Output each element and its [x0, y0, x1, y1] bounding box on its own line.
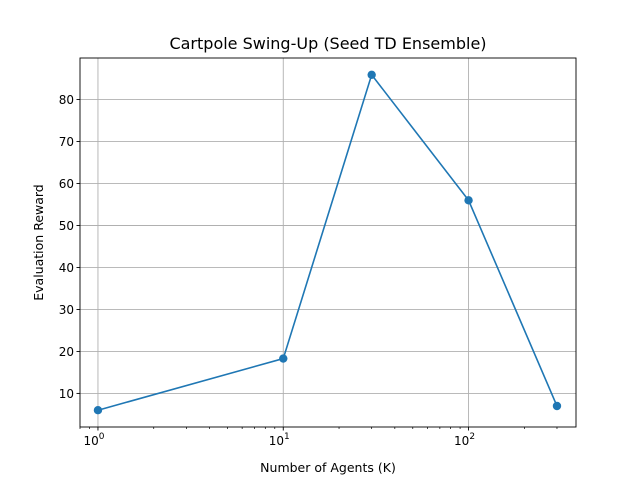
data-point — [552, 401, 562, 411]
plot-frame — [79, 57, 577, 428]
x-tick-label: 100 — [83, 432, 104, 448]
y-tick-label: 60 — [59, 177, 74, 191]
y-tick-label: 30 — [59, 303, 74, 317]
x-tick-label: 102 — [454, 432, 475, 448]
y-tick-label: 40 — [59, 261, 74, 275]
y-tick-label: 50 — [59, 219, 74, 233]
axis-ticks: 10 20 30 40 50 60 70 80 100 101 102 — [59, 93, 558, 448]
y-axis-label: Evaluation Reward — [31, 184, 46, 300]
y-tick-label: 20 — [59, 345, 74, 359]
y-tick-label: 80 — [59, 93, 74, 107]
y-tick-label: 70 — [59, 135, 74, 149]
y-tick-label: 10 — [59, 387, 74, 401]
x-tick-label: 101 — [269, 432, 290, 448]
grid — [80, 58, 576, 427]
data-series — [93, 70, 562, 415]
data-point — [279, 354, 288, 363]
data-point — [93, 406, 103, 415]
data-point — [464, 196, 473, 205]
x-axis-label: Number of Agents (K) — [260, 460, 396, 475]
chart-title: Cartpole Swing-Up (Seed TD Ensemble) — [169, 34, 486, 53]
data-point — [367, 70, 376, 79]
